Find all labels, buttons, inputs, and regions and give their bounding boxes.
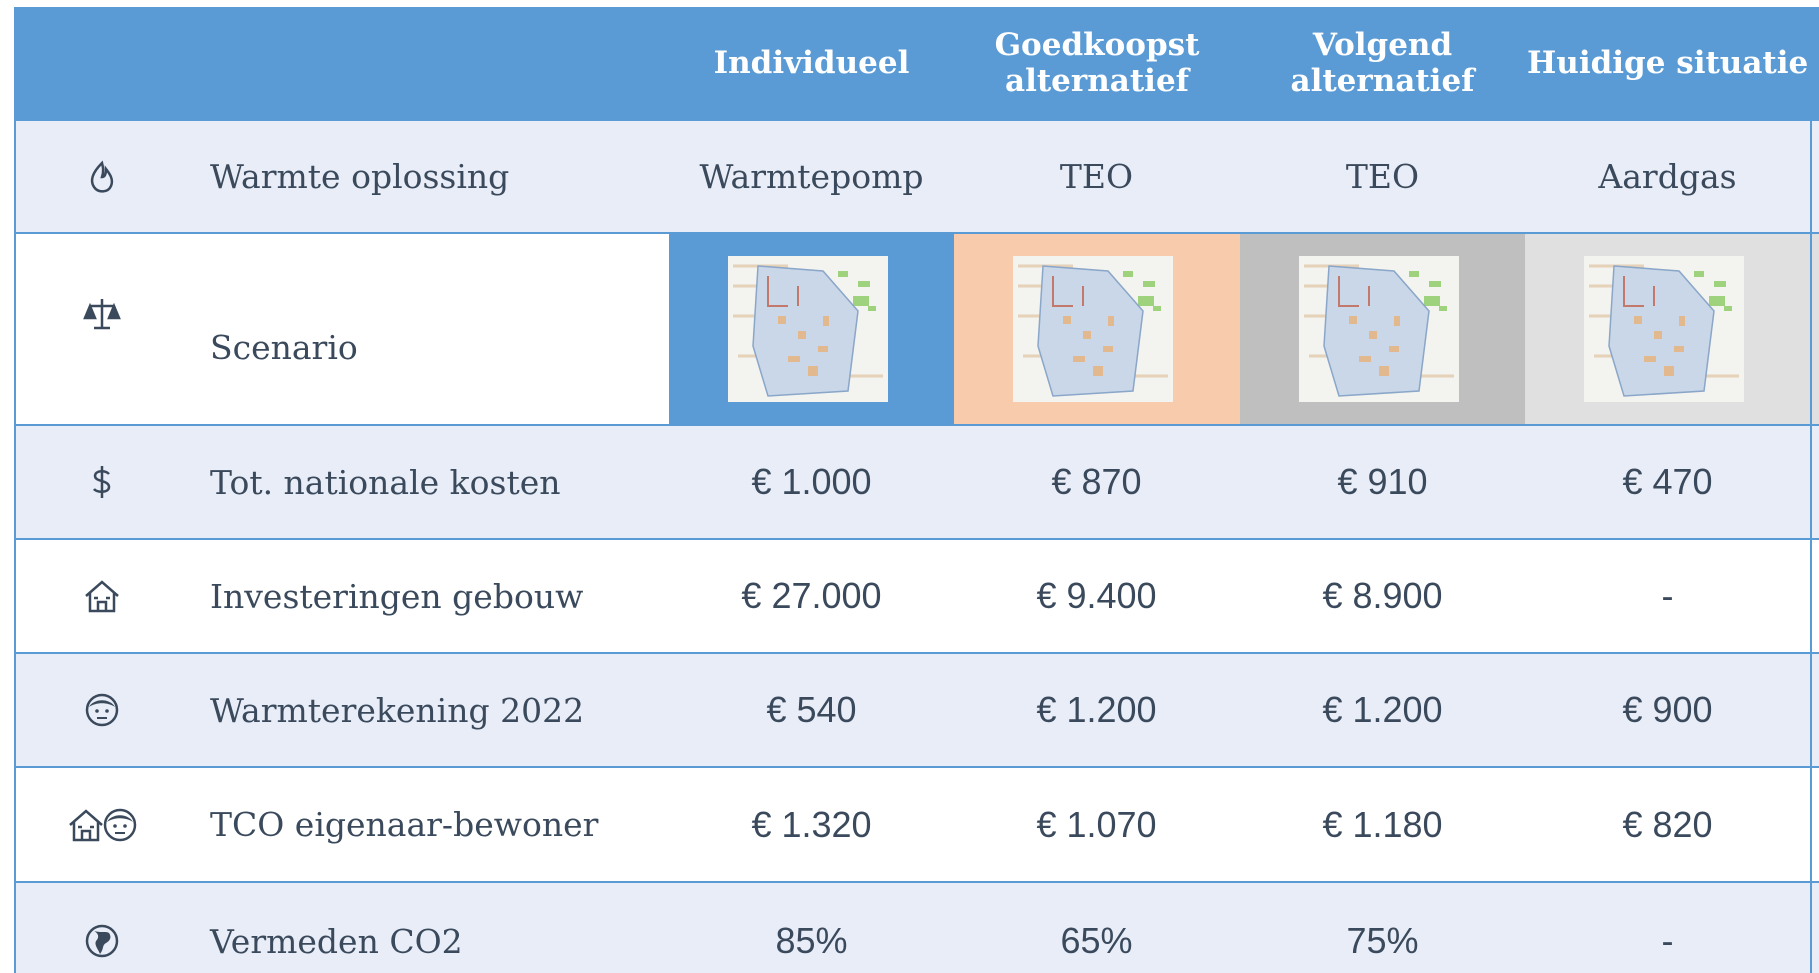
column-header: Goedkoopst alternatief bbox=[954, 7, 1240, 120]
cell-value: € 870 bbox=[954, 425, 1239, 539]
cell-value: TEO bbox=[1240, 120, 1525, 233]
scenario-map bbox=[954, 233, 1240, 425]
cell-value: TEO bbox=[954, 120, 1239, 233]
row-border bbox=[14, 538, 1819, 540]
row-label: Scenario bbox=[14, 233, 669, 425]
scenario-map bbox=[669, 233, 954, 425]
scenario-map bbox=[1525, 233, 1819, 425]
cell-value: € 1.200 bbox=[954, 653, 1239, 767]
row-label: Warmterekening 2022 bbox=[14, 653, 669, 767]
cell-value: € 470 bbox=[1525, 425, 1810, 539]
column-header: Individueel bbox=[669, 7, 954, 120]
cell-value: 85% bbox=[669, 882, 954, 973]
cell-value: Aardgas bbox=[1525, 120, 1810, 233]
table-border bbox=[14, 120, 16, 973]
cell-value: € 1.320 bbox=[669, 767, 954, 882]
cell-value: € 1.000 bbox=[669, 425, 954, 539]
cell-value: € 820 bbox=[1525, 767, 1810, 882]
comparison-table: IndividueelGoedkoopst alternatiefVolgend… bbox=[0, 0, 1819, 973]
row-label: Vermeden CO2 bbox=[14, 882, 669, 973]
cell-value: € 1.070 bbox=[954, 767, 1239, 882]
column-header: Huidige situatie bbox=[1525, 7, 1819, 120]
row-border bbox=[14, 881, 1819, 883]
column-header: Volgend alternatief bbox=[1240, 7, 1525, 120]
cell-value: 65% bbox=[954, 882, 1239, 973]
cell-value: € 8.900 bbox=[1240, 539, 1525, 653]
row-border bbox=[14, 766, 1819, 768]
cell-value: € 910 bbox=[1240, 425, 1525, 539]
scenario-map bbox=[1240, 233, 1525, 425]
cell-value: 75% bbox=[1240, 882, 1525, 973]
row-label: Warmte oplossing bbox=[14, 120, 669, 233]
row-border bbox=[14, 424, 1819, 426]
row-border bbox=[14, 232, 1819, 234]
row-border bbox=[14, 119, 1819, 121]
cell-value: € 540 bbox=[669, 653, 954, 767]
row-label: TCO eigenaar-bewoner bbox=[14, 767, 669, 882]
row-label: Tot. nationale kosten bbox=[14, 425, 669, 539]
table-border bbox=[1810, 120, 1812, 973]
cell-value: € 1.200 bbox=[1240, 653, 1525, 767]
cell-value: € 900 bbox=[1525, 653, 1810, 767]
cell-value: € 1.180 bbox=[1240, 767, 1525, 882]
row-border bbox=[14, 652, 1819, 654]
cell-value: - bbox=[1525, 882, 1810, 973]
cell-value: Warmtepomp bbox=[669, 120, 954, 233]
cell-value: € 9.400 bbox=[954, 539, 1239, 653]
cell-value: - bbox=[1525, 539, 1810, 653]
cell-value: € 27.000 bbox=[669, 539, 954, 653]
row-label: Investeringen gebouw bbox=[14, 539, 669, 653]
